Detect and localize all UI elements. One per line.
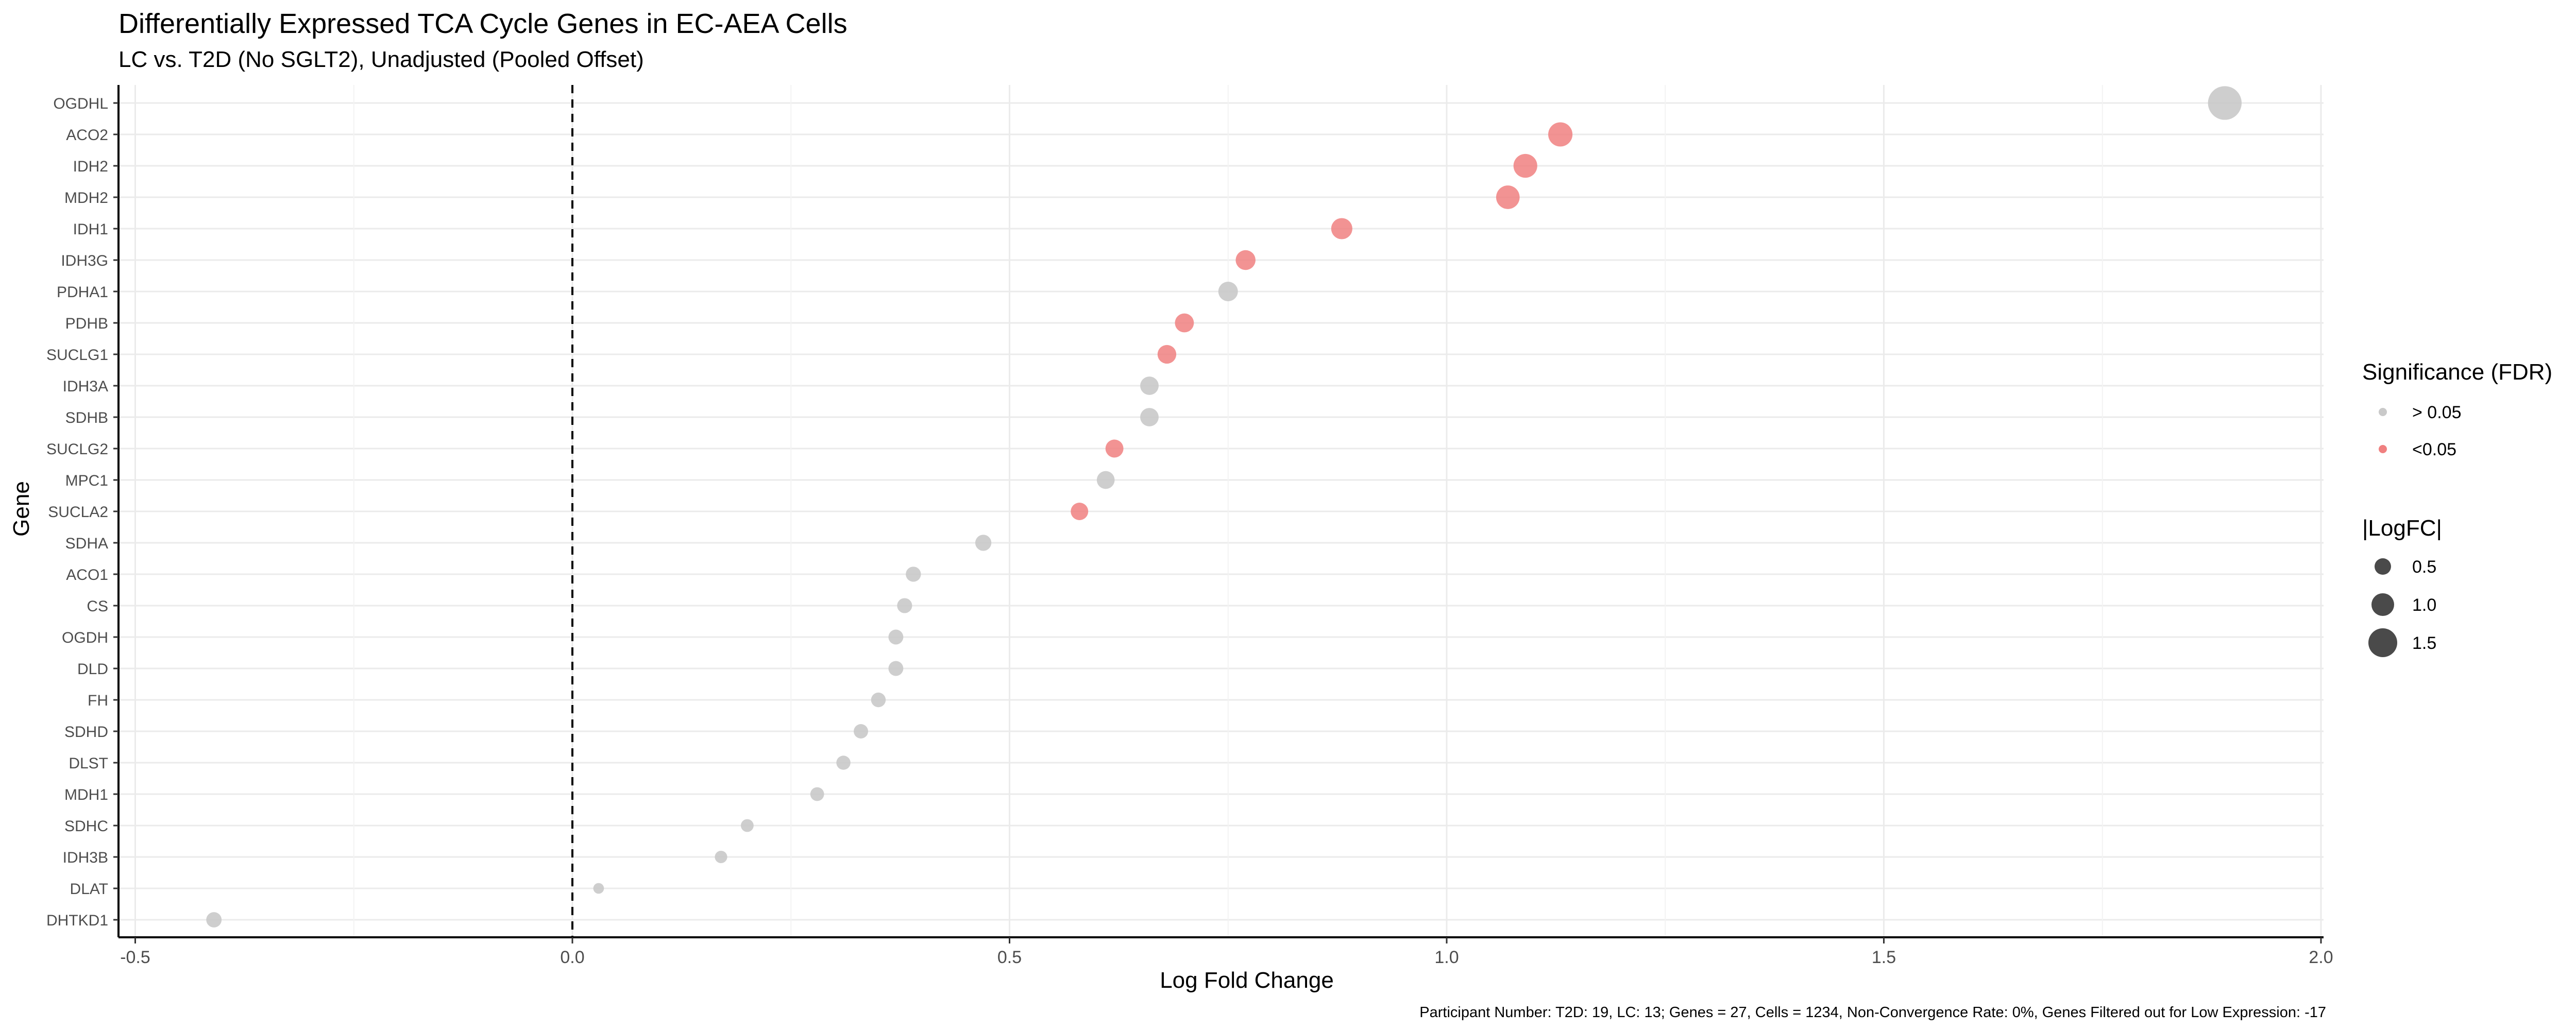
point-aco1 bbox=[906, 566, 921, 582]
y-tick-label: IDH1 bbox=[73, 221, 108, 238]
y-tick-label: CS bbox=[87, 598, 108, 615]
y-tick-label: SUCLG2 bbox=[46, 441, 108, 458]
y-tick-label: MPC1 bbox=[65, 472, 108, 489]
y-tick-label: IDH3G bbox=[61, 252, 108, 269]
point-idh3a bbox=[1140, 376, 1159, 395]
y-tick-label: DHTKD1 bbox=[46, 912, 108, 929]
point-suclg2 bbox=[1105, 439, 1124, 458]
point-fh bbox=[871, 692, 886, 708]
y-tick-label: IDH3B bbox=[63, 849, 108, 866]
point-pdha1 bbox=[1218, 282, 1238, 301]
point-ogdh bbox=[888, 629, 904, 645]
y-tick-label: OGDHL bbox=[53, 95, 108, 112]
point-aco2 bbox=[1548, 122, 1573, 147]
point-ogdhl bbox=[2208, 86, 2242, 120]
y-axis-title: Gene bbox=[9, 481, 34, 537]
y-tick-label: DLAT bbox=[70, 881, 108, 898]
size-legend-label: 1.5 bbox=[2412, 633, 2436, 653]
point-idh1 bbox=[1331, 218, 1352, 239]
size-legend-label: 0.5 bbox=[2412, 557, 2436, 577]
y-tick-label: ACO1 bbox=[66, 566, 108, 583]
data-points bbox=[206, 86, 2242, 928]
point-mdh2 bbox=[1496, 185, 1520, 209]
y-tick-label: SUCLA2 bbox=[48, 504, 108, 521]
point-cs bbox=[897, 598, 912, 613]
grid bbox=[118, 85, 2324, 937]
size-legend-key bbox=[2371, 593, 2394, 616]
point-mpc1 bbox=[1096, 471, 1115, 489]
x-tick-label: 0.0 bbox=[560, 948, 584, 967]
y-tick-label: ACO2 bbox=[66, 127, 108, 144]
chart-title: Differentially Expressed TCA Cycle Genes… bbox=[118, 8, 848, 39]
point-sdhd bbox=[854, 724, 868, 739]
y-tick-label: SDHD bbox=[64, 724, 108, 741]
x-axis-title: Log Fold Change bbox=[1160, 968, 1334, 993]
y-tick-label: PDHB bbox=[65, 315, 108, 332]
point-suclg1 bbox=[1157, 345, 1177, 364]
x-tick-label: -0.5 bbox=[120, 948, 150, 967]
y-tick-label: DLD bbox=[77, 661, 108, 678]
y-tick-label: MDH2 bbox=[64, 190, 108, 207]
point-idh3b bbox=[715, 850, 727, 864]
x-tick-label: 1.5 bbox=[1872, 948, 1896, 967]
point-dlst bbox=[836, 756, 851, 770]
color-legend-title: Significance (FDR) bbox=[2362, 359, 2552, 385]
y-tick-labels: OGDHL ACO2 IDH2 MDH2 IDH1 IDH3G PDHA1 PDHB SUCLG… bbox=[46, 95, 118, 929]
point-dlat bbox=[593, 883, 604, 894]
size-legend-title: |LogFC| bbox=[2362, 516, 2442, 541]
color-legend-label: > 0.05 bbox=[2412, 403, 2461, 422]
point-idh2 bbox=[1513, 153, 1537, 178]
color-legend-label: <0.05 bbox=[2412, 440, 2456, 459]
y-tick-label: IDH2 bbox=[73, 158, 108, 175]
point-sdhb bbox=[1140, 408, 1159, 426]
point-dhtkd1 bbox=[206, 912, 222, 928]
x-tick-label: 1.0 bbox=[1434, 948, 1459, 967]
y-tick-label: MDH1 bbox=[64, 786, 108, 803]
y-tick-label: PDHA1 bbox=[57, 284, 108, 301]
x-tick-label: 0.5 bbox=[997, 948, 1022, 967]
size-legend-items: 0.5 1.0 1.5 bbox=[2368, 557, 2436, 657]
size-legend-key bbox=[2375, 558, 2391, 575]
point-dld bbox=[888, 661, 904, 676]
point-mdh1 bbox=[810, 787, 824, 801]
y-tick-label: SUCLG1 bbox=[46, 347, 108, 364]
color-legend-key bbox=[2379, 408, 2387, 416]
point-idh3g bbox=[1235, 250, 1256, 270]
y-tick-label: OGDH bbox=[62, 629, 108, 646]
color-legend-key bbox=[2379, 445, 2387, 453]
legend: Significance (FDR) > 0.05 <0.05 |LogFC| 0… bbox=[2362, 359, 2552, 657]
x-tick-label: 2.0 bbox=[2309, 948, 2333, 967]
chart-caption: Participant Number: T2D: 19, LC: 13; Gen… bbox=[1419, 1004, 2326, 1021]
y-tick-label: SDHA bbox=[65, 535, 108, 552]
y-tick-label: DLST bbox=[69, 755, 108, 772]
point-pdhb bbox=[1175, 313, 1194, 333]
point-sucla2 bbox=[1071, 503, 1089, 520]
size-legend-label: 1.0 bbox=[2412, 595, 2436, 615]
point-sdhc bbox=[741, 819, 754, 832]
x-tick-labels: -0.5 0.0 0.5 1.0 1.5 2.0 bbox=[120, 937, 2333, 967]
size-legend-key bbox=[2368, 628, 2397, 657]
chart-subtitle: LC vs. T2D (No SGLT2), Unadjusted (Poole… bbox=[118, 47, 644, 72]
y-tick-label: SDHB bbox=[65, 409, 108, 426]
y-tick-label: SDHC bbox=[64, 818, 108, 835]
point-sdha bbox=[975, 535, 992, 551]
color-legend-items: > 0.05 <0.05 bbox=[2379, 403, 2461, 459]
y-tick-label: FH bbox=[88, 692, 108, 709]
y-tick-label: IDH3A bbox=[63, 378, 108, 395]
